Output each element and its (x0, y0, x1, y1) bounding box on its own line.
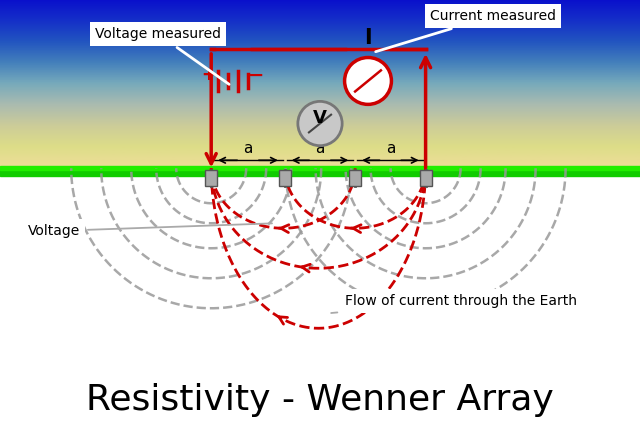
Circle shape (298, 101, 342, 146)
Circle shape (344, 58, 392, 104)
Bar (349, 170, 361, 186)
Text: Resistivity - Wenner Array: Resistivity - Wenner Array (86, 383, 554, 417)
Bar (0, 166, 640, 170)
Text: Voltage: Voltage (28, 223, 272, 238)
Text: V: V (313, 109, 327, 127)
Bar (279, 170, 291, 186)
Text: +: + (202, 66, 215, 84)
Text: Flow of current through the Earth: Flow of current through the Earth (331, 294, 577, 313)
Text: Voltage measured: Voltage measured (95, 27, 229, 84)
Text: a: a (243, 141, 253, 156)
Text: a: a (386, 141, 395, 156)
Text: −: − (248, 66, 264, 84)
Text: a: a (316, 141, 324, 156)
Bar (0, 168, 640, 426)
Text: I: I (364, 28, 372, 48)
Bar (0, 168, 640, 176)
Text: Current measured: Current measured (376, 9, 556, 52)
Bar (205, 170, 217, 186)
Bar (420, 170, 431, 186)
